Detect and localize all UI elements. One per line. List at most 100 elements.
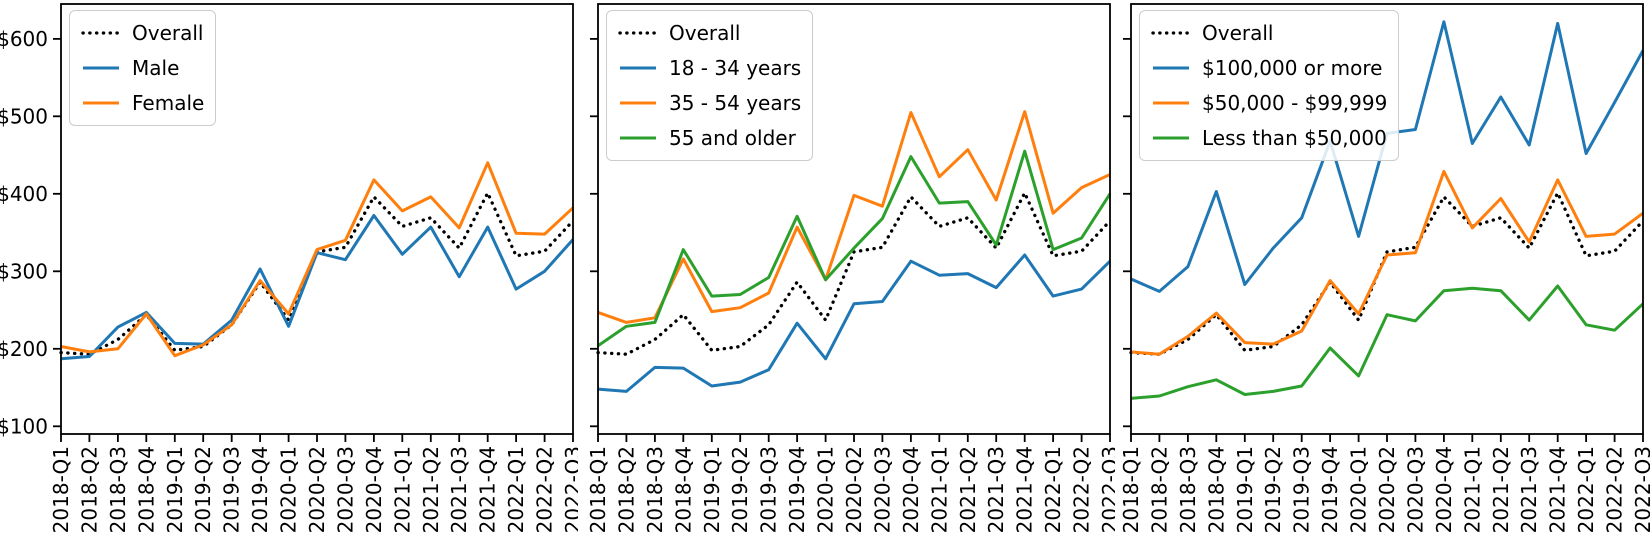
legend-swatch-overall (618, 31, 658, 35)
x-tick-label: 2022-Q2 (1070, 446, 1094, 533)
x-tick-label: 2019-Q1 (1233, 446, 1257, 533)
legend-label: Overall (669, 21, 741, 45)
x-tick-label: 2018-Q1 (1119, 446, 1143, 533)
x-tick-label: 2021-Q2 (419, 446, 443, 533)
legend-item-overall: Overall (1151, 18, 1387, 48)
x-tick-label: 2022-Q1 (1041, 446, 1065, 533)
line-overall (596, 191, 1112, 356)
x-tick-label: 2018-Q4 (134, 446, 158, 533)
legend-label: Female (132, 91, 205, 115)
x-tick-label: 2022-Q3 (1098, 446, 1115, 533)
x-tick-label: 2022-Q2 (533, 446, 557, 533)
legend-label: Overall (1202, 21, 1274, 45)
x-tick-label: 2018-Q2 (77, 446, 101, 533)
x-tick-label: 2020-Q3 (333, 446, 357, 533)
x-tick-label: 2022-Q1 (504, 446, 528, 533)
x-tick-label: 2019-Q1 (163, 446, 187, 533)
chart-panel-by-gender: $100 $200 $300 $400 $500 $600 2018-Q1 2018-Q2 20… (0, 0, 578, 553)
x-tick-label: 2018-Q3 (1176, 446, 1200, 533)
legend-swatch-female (83, 101, 119, 105)
x-tick-label: 2021-Q1 (390, 446, 414, 533)
x-tick-label: 2018-Q3 (643, 446, 667, 533)
chart-canvas-by-income: 2018-Q1 2018-Q2 2018-Q3 2018-Q4 2019-Q1 2019-… (1119, 3, 1650, 533)
legend-label: 35 - 54 years (669, 91, 802, 115)
x-tick-label: 2019-Q2 (191, 446, 215, 533)
legend-item-overall: Overall (81, 18, 204, 48)
legend-label: 55 and older (669, 126, 796, 150)
x-tick-label: 2022-Q1 (1574, 446, 1598, 533)
x-tick-label: 2021-Q2 (1489, 446, 1513, 533)
x-tick-label: 2019-Q2 (1261, 446, 1285, 533)
x-tick-label: 2021-Q4 (1546, 446, 1570, 533)
legend-swatch-55-and-older (620, 136, 656, 140)
legend-item-female: Female (81, 88, 204, 118)
legend-label: $50,000 - $99,999 (1202, 91, 1388, 115)
y-tick-label: $200 (0, 337, 48, 361)
x-tick-label: 2018-Q2 (614, 446, 638, 533)
x-tick-label: 2020-Q3 (870, 446, 894, 533)
legend-by-age: Overall 18 - 34 years 35 - 54 years 55 and … (606, 10, 814, 161)
legend-swatch-overall (81, 31, 121, 35)
line-18-34-years (597, 253, 1112, 393)
x-tick-label: 2021-Q4 (1013, 446, 1037, 533)
x-tick-label: 2021-Q2 (956, 446, 980, 533)
x-tick-label: 2018-Q3 (106, 446, 130, 533)
x-tick-label: 2020-Q2 (1375, 446, 1399, 533)
chart-panel-by-age: 2018-Q1 2018-Q2 2018-Q3 2018-Q4 2019-Q1 2019-… (578, 0, 1115, 553)
legend-label: 18 - 34 years (669, 56, 802, 80)
legend-item-35-54-years: 35 - 54 years (618, 88, 801, 118)
legend-item-55-and-older: 55 and older (618, 123, 801, 153)
x-tick-label: 2018-Q2 (1147, 446, 1171, 533)
legend-item-100-000-or-more: $100,000 or more (1151, 53, 1387, 83)
x-tick-label: 2019-Q4 (1318, 446, 1342, 533)
x-tick-label: 2020-Q4 (362, 446, 386, 533)
legend-item-less-than-50-000: Less than $50,000 (1151, 123, 1387, 153)
x-tick-label: 2022-Q2 (1603, 446, 1627, 533)
legend-swatch-male (83, 66, 119, 70)
chart-canvas-by-age: 2018-Q1 2018-Q2 2018-Q3 2018-Q4 2019-Q1 2019-… (586, 3, 1115, 533)
x-tick-label: 2021-Q1 (1460, 446, 1484, 533)
legend-swatch-less-than-50-000 (1153, 136, 1189, 140)
x-tick-label: 2021-Q3 (984, 446, 1008, 533)
x-tick-label: 2021-Q1 (927, 446, 951, 533)
line-less-than-50-000 (1130, 284, 1645, 400)
x-tick-label: 2019-Q4 (248, 446, 272, 533)
plot-border (1130, 3, 1644, 435)
x-tick-label: 2018-Q1 (49, 446, 73, 533)
legend-item-overall: Overall (618, 18, 801, 48)
x-tick-label: 2020-Q1 (1347, 446, 1371, 533)
legend-label: $100,000 or more (1202, 56, 1383, 80)
x-tick-label: 2019-Q4 (785, 446, 809, 533)
x-tick-label: 2020-Q4 (899, 446, 923, 533)
x-tick-label: 2019-Q3 (1290, 446, 1314, 533)
line-male (60, 214, 575, 361)
line-female (60, 161, 575, 358)
line-overall (1129, 191, 1645, 356)
y-tick-label: $300 (0, 259, 48, 283)
x-tick-label: 2021-Q4 (476, 446, 500, 533)
x-tick-label: 2020-Q1 (277, 446, 301, 533)
line-overall (59, 191, 575, 356)
x-tick-label: 2019-Q1 (700, 446, 724, 533)
legend-swatch-overall (1151, 31, 1191, 35)
x-tick-label: 2022-Q3 (1631, 446, 1650, 533)
x-tick-label: 2018-Q1 (586, 446, 610, 533)
x-tick-label: 2020-Q2 (305, 446, 329, 533)
x-tick-label: 2022-Q3 (561, 446, 578, 533)
x-tick-label: 2019-Q2 (728, 446, 752, 533)
legend-swatch-35-54-years (620, 101, 656, 105)
y-tick-label: $400 (0, 182, 48, 206)
legend-label: Overall (132, 21, 204, 45)
legend-label: Male (132, 56, 180, 80)
plot-border (60, 3, 574, 435)
legend-item-18-34-years: 18 - 34 years (618, 53, 801, 83)
line-50-000-99-999 (1130, 169, 1644, 356)
x-tick-label: 2019-Q3 (757, 446, 781, 533)
legend-by-gender: Overall Male Female (69, 10, 217, 126)
legend-by-income: Overall $100,000 or more $50,000 - $99,999… (1139, 10, 1400, 161)
legend-swatch-50-000-99-999 (1153, 101, 1189, 105)
x-tick-label: 2020-Q4 (1432, 446, 1456, 533)
line-55-and-older (597, 149, 1112, 347)
